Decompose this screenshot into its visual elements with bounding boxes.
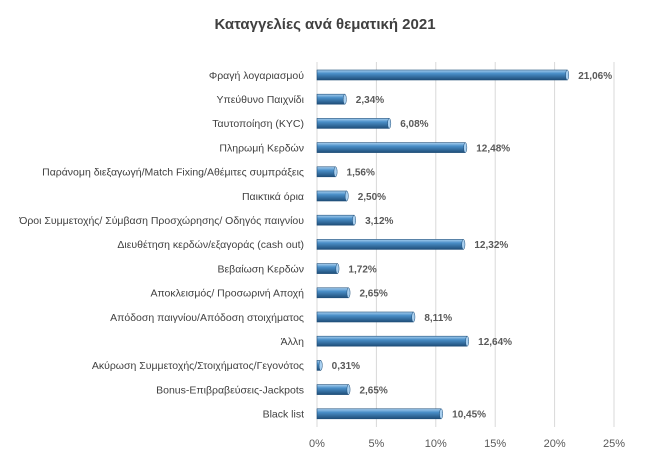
bar-cap (342, 93, 347, 105)
bar-cap (411, 311, 416, 323)
bar (316, 287, 349, 299)
x-tick-label: 5% (368, 438, 384, 450)
x-tick-label: 25% (603, 438, 625, 450)
bar-cap (346, 384, 351, 395)
bar-cap (335, 263, 340, 274)
category-label: Παικτικά όρια (242, 191, 304, 203)
category-label: Αποκλεισμός/ Προσωρινή Αποχή (150, 288, 304, 300)
value-label: 12,48% (476, 143, 510, 154)
value-label: 2,50% (358, 192, 386, 203)
bar (316, 408, 442, 420)
value-label: 10,45% (452, 410, 486, 421)
category-label: Ταυτοποίηση (KYC) (212, 118, 304, 130)
value-label: 1,72% (348, 264, 376, 275)
chart-title: Καταγγελίες ανά θεματική 2021 (214, 16, 436, 33)
bar-cap (346, 287, 351, 299)
category-label: Πληρωμή Κερδών (219, 142, 304, 154)
bar (316, 239, 464, 250)
value-label: 2,65% (359, 385, 387, 396)
x-tick-label: 15% (484, 438, 506, 450)
bar-cap (344, 190, 349, 202)
value-label: 12,64% (478, 337, 512, 348)
category-label: Φραγή λογαριασμού (209, 70, 304, 82)
bar (316, 190, 348, 202)
value-label: 8,11% (424, 313, 452, 324)
bar (316, 69, 568, 81)
bar (316, 263, 338, 274)
labels: 0% 5% 10% 15% 20% 25% Φραγή λογαριασμού 21,06% Υ… (18, 70, 625, 450)
bar (316, 166, 336, 178)
bar-cap (463, 142, 468, 153)
category-label: Black list (263, 409, 305, 421)
bar (316, 142, 466, 153)
bar-cap (565, 69, 570, 81)
value-label: 3,12% (365, 216, 393, 227)
value-label: 12,32% (474, 240, 508, 251)
bars (316, 69, 570, 420)
bar-cap (352, 214, 356, 226)
category-label: Απόδοση παιγνίου/Απόδοση στοιχήματος (110, 312, 304, 324)
bar-cap (465, 335, 470, 347)
bar (316, 118, 390, 129)
value-label: 21,06% (578, 71, 612, 82)
x-tick-label: 0% (309, 438, 325, 450)
bar (316, 311, 414, 323)
bar (316, 93, 346, 105)
bar (316, 214, 355, 226)
category-label: Υπεύθυνο Παιχνίδι (216, 94, 304, 106)
value-label: 2,34% (356, 95, 384, 106)
value-label: 2,65% (359, 289, 387, 300)
bar-cap (318, 360, 323, 371)
category-label: Bonus-Επιβραβεύσεις-Jackpots (156, 384, 304, 396)
value-label: 0,31% (332, 361, 360, 372)
bar-cap (439, 408, 443, 420)
bar (316, 335, 468, 347)
bar (316, 384, 349, 395)
category-label: Βεβαίωση Κερδών (217, 263, 304, 275)
category-label: Όροι Συμμετοχής/ Σύμβαση Προσχώρησης/ Οδ… (18, 215, 304, 227)
category-label: Ακύρωση Συμμετοχής/Στοιχήματος/Γεγονότος (92, 360, 304, 372)
category-label: Παράνομη διεξαγωγή/Match Fixing/Αθέμιτες… (42, 167, 304, 179)
bar-cap (461, 239, 466, 250)
value-label: 6,08% (400, 119, 428, 130)
bar-cap (387, 118, 392, 129)
category-label: Διευθέτηση κερδών/εξαγοράς (cash out) (117, 239, 304, 251)
value-label: 1,56% (347, 168, 375, 179)
bar-cap (333, 166, 338, 178)
x-tick-label: 10% (425, 438, 447, 450)
x-tick-label: 20% (544, 438, 566, 450)
category-label: Άλλη (281, 336, 305, 348)
